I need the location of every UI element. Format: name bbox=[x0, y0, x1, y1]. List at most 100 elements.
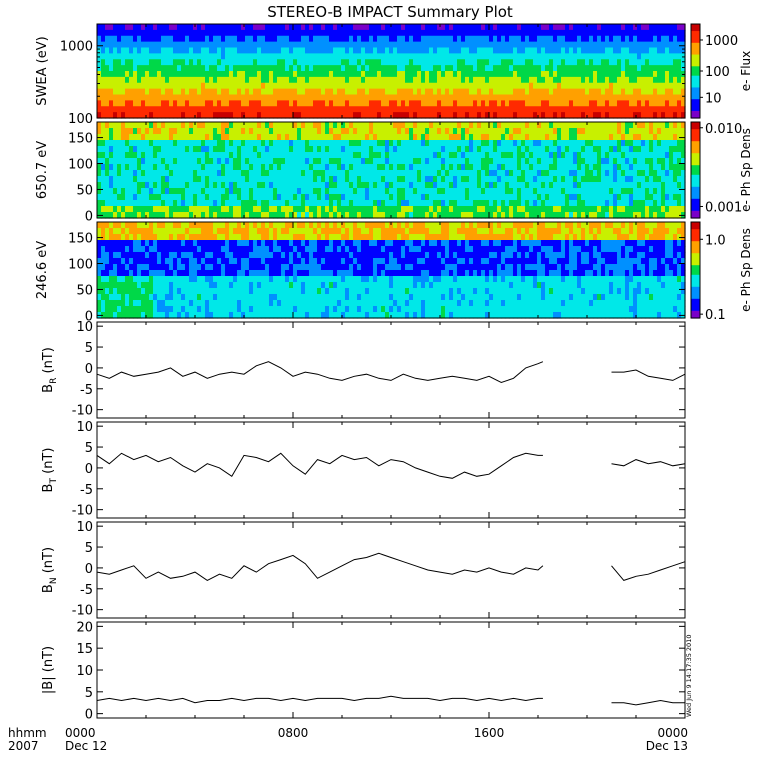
spectrogram-cell bbox=[273, 194, 278, 201]
spectrogram-cell bbox=[109, 234, 114, 241]
spectrogram-cell bbox=[297, 88, 302, 96]
spectrogram-cell bbox=[605, 152, 610, 159]
spectrogram-cell bbox=[157, 106, 162, 113]
spectrogram-cell bbox=[553, 206, 558, 213]
spectrogram-cell bbox=[161, 41, 166, 49]
colorbar-step bbox=[691, 56, 700, 60]
spectrogram-cell bbox=[225, 122, 230, 129]
spectrogram-cell bbox=[653, 41, 658, 49]
spectrogram-cell bbox=[637, 176, 642, 183]
spectrogram-cell bbox=[637, 200, 642, 207]
spectrogram-cell bbox=[313, 88, 318, 96]
spectrogram-cell bbox=[201, 94, 206, 101]
spectrogram-cell bbox=[517, 146, 522, 153]
spectrogram-cell bbox=[157, 128, 162, 135]
spectrogram-cell bbox=[381, 134, 386, 141]
spectrogram-cell bbox=[149, 82, 154, 90]
spectrogram-cell bbox=[625, 206, 630, 213]
spectrogram-cell bbox=[113, 76, 118, 84]
spectrogram-cell bbox=[337, 35, 342, 43]
spectrogram-cell bbox=[349, 200, 354, 207]
spectrogram-cell bbox=[149, 176, 154, 183]
spectrogram-cell bbox=[129, 152, 134, 159]
spectrogram-cell bbox=[177, 206, 182, 213]
spectrogram-cell bbox=[277, 164, 282, 171]
spectrogram-cell bbox=[313, 71, 318, 78]
spectrogram-cell bbox=[413, 122, 418, 129]
spectrogram-cell bbox=[549, 170, 554, 177]
spectrogram-cell bbox=[565, 122, 570, 129]
spectrogram-cell bbox=[589, 170, 594, 177]
spectrogram-cell bbox=[205, 134, 210, 141]
spectrogram-cell bbox=[501, 94, 506, 101]
spectrogram-cell bbox=[485, 82, 490, 90]
spectrogram-cell bbox=[445, 35, 450, 43]
spectrogram-cell bbox=[97, 276, 102, 283]
spectrogram-cell bbox=[501, 47, 506, 54]
spectrogram-cell bbox=[573, 59, 578, 66]
spectrogram-cell bbox=[609, 140, 614, 147]
spectrogram-cell bbox=[513, 128, 518, 135]
spectrogram-cell bbox=[677, 94, 682, 101]
spectrogram-cell bbox=[329, 152, 334, 159]
spectrogram-cell bbox=[601, 65, 606, 72]
spectrogram-cell bbox=[337, 88, 342, 96]
spectrogram-cell bbox=[381, 140, 386, 147]
colorbar-step bbox=[691, 115, 700, 119]
spectrogram-cell bbox=[201, 82, 206, 90]
spectrogram-cell bbox=[365, 140, 370, 147]
spectrogram-cell bbox=[285, 106, 290, 113]
spectrogram-cell bbox=[545, 146, 550, 153]
spectrogram-cell bbox=[525, 194, 530, 201]
spectrogram-cell bbox=[201, 194, 206, 201]
spectrogram-cell bbox=[125, 194, 130, 201]
spectrogram-cell bbox=[253, 112, 258, 119]
spectrogram-cell bbox=[297, 134, 302, 141]
spectrogram-cell bbox=[241, 35, 246, 43]
spectrogram-cell bbox=[141, 100, 146, 107]
spectrogram-cell bbox=[585, 176, 590, 183]
spectrogram-cell bbox=[569, 29, 574, 37]
spectrogram-cell bbox=[553, 128, 558, 135]
spectrogram-cell bbox=[157, 212, 162, 219]
spectrogram-cell bbox=[489, 122, 494, 129]
spectrogram-cell bbox=[645, 182, 650, 189]
spectrogram-cell bbox=[405, 100, 410, 107]
spectrogram-cell bbox=[437, 200, 442, 207]
spectrogram-cell bbox=[485, 106, 490, 113]
spectrogram-cell bbox=[593, 76, 598, 84]
spectrogram-cell bbox=[197, 41, 202, 49]
spectrogram-cell bbox=[613, 82, 618, 90]
spectrogram-cell bbox=[593, 47, 598, 54]
spectrogram-cell bbox=[677, 152, 682, 159]
spectrogram-cell bbox=[133, 122, 138, 129]
spectrogram-cell bbox=[569, 41, 574, 49]
spectrogram-cell bbox=[125, 41, 130, 49]
spectrogram-cell bbox=[413, 71, 418, 78]
spectrogram-cell bbox=[517, 29, 522, 37]
spectrogram-cell bbox=[533, 35, 538, 43]
spectrogram-cell bbox=[333, 128, 338, 135]
spectrogram-cell bbox=[173, 206, 178, 213]
spectrogram-cell bbox=[517, 47, 522, 54]
spectrogram-cell bbox=[109, 182, 114, 189]
spectrogram-cell bbox=[385, 47, 390, 54]
spectrogram-cell bbox=[513, 212, 518, 219]
spectrogram-cell bbox=[661, 212, 666, 219]
spectrogram-cell bbox=[401, 65, 406, 72]
spectrogram-cell bbox=[169, 176, 174, 183]
spectrogram-cell bbox=[621, 53, 626, 60]
spectrogram-cell bbox=[141, 194, 146, 201]
spectrogram-cell bbox=[245, 188, 250, 195]
spectrogram-cell bbox=[409, 158, 414, 165]
spectrogram-cell bbox=[453, 65, 458, 72]
colorbar-step bbox=[691, 94, 700, 98]
spectrogram-cell bbox=[573, 206, 578, 213]
spectrogram-cell bbox=[105, 76, 110, 84]
spectrogram-cell bbox=[389, 164, 394, 171]
spectrogram-cell bbox=[125, 76, 130, 84]
spectrogram-cell bbox=[205, 106, 210, 113]
colorbar-step bbox=[691, 153, 700, 157]
spectrogram-cell bbox=[305, 106, 310, 113]
spectrogram-cell bbox=[585, 182, 590, 189]
